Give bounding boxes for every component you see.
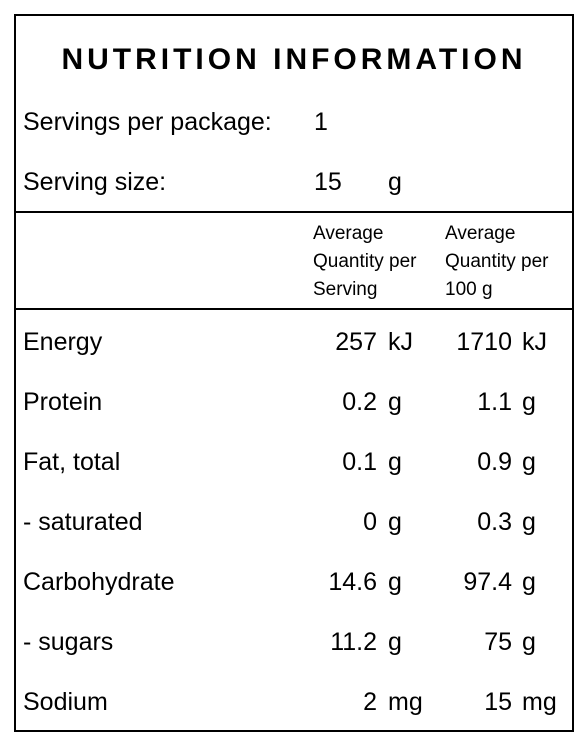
nutrient-name: Carbohydrate <box>23 568 175 596</box>
per-100g-unit: kJ <box>522 328 547 356</box>
per-serving-unit: g <box>388 508 402 536</box>
per-serving-value: 257 <box>335 328 377 356</box>
servings-value: 1 <box>314 108 328 136</box>
per-100g-unit: g <box>522 568 536 596</box>
serving-size-value: 15 <box>314 168 342 196</box>
per-serving-value: 2 <box>363 688 377 716</box>
per-serving-unit: g <box>388 568 402 596</box>
per-serving-value: 0.1 <box>342 448 377 476</box>
per-serving-value: 0 <box>363 508 377 536</box>
per-100g-value: 15 <box>484 688 512 716</box>
per-serving-unit: g <box>388 628 402 656</box>
serving-size-unit: g <box>388 168 402 196</box>
per-100g-value: 97.4 <box>463 568 512 596</box>
column-header: Average Quantity per 100 g <box>445 223 549 300</box>
per-100g-unit: g <box>522 628 536 656</box>
per-100g-unit: g <box>522 388 536 416</box>
per-serving-unit: mg <box>388 688 423 716</box>
serving-size-label: Serving size: <box>23 168 167 196</box>
servings-label: Servings per package: <box>23 108 272 136</box>
rule <box>16 308 572 310</box>
per-serving-unit: g <box>388 388 402 416</box>
per-100g-unit: g <box>522 508 536 536</box>
per-serving-value: 0.2 <box>342 388 377 416</box>
per-serving-unit: kJ <box>388 328 413 356</box>
per-serving-value: 14.6 <box>328 568 377 596</box>
per-100g-unit: g <box>522 448 536 476</box>
per-serving-unit: g <box>388 448 402 476</box>
per-100g-value: 1.1 <box>477 388 512 416</box>
per-100g-value: 75 <box>484 628 512 656</box>
title: NUTRITION INFORMATION <box>61 43 527 76</box>
per-100g-unit: mg <box>522 688 557 716</box>
per-serving-value: 11.2 <box>330 628 377 656</box>
per-100g-value: 0.9 <box>477 448 512 476</box>
nutrition-panel: NUTRITION INFORMATION Servings per packa… <box>14 14 574 732</box>
nutrient-name: - saturated <box>23 508 143 536</box>
nutrient-name: Sodium <box>23 688 108 716</box>
rule <box>16 211 572 213</box>
per-100g-value: 1710 <box>456 328 512 356</box>
column-header: Average Quantity per Serving <box>313 223 417 300</box>
nutrient-name: Protein <box>23 388 103 416</box>
nutrient-name: Energy <box>23 328 103 356</box>
nutrient-name: - sugars <box>23 628 114 656</box>
nutrient-name: Fat, total <box>23 448 121 476</box>
per-100g-value: 0.3 <box>477 508 512 536</box>
